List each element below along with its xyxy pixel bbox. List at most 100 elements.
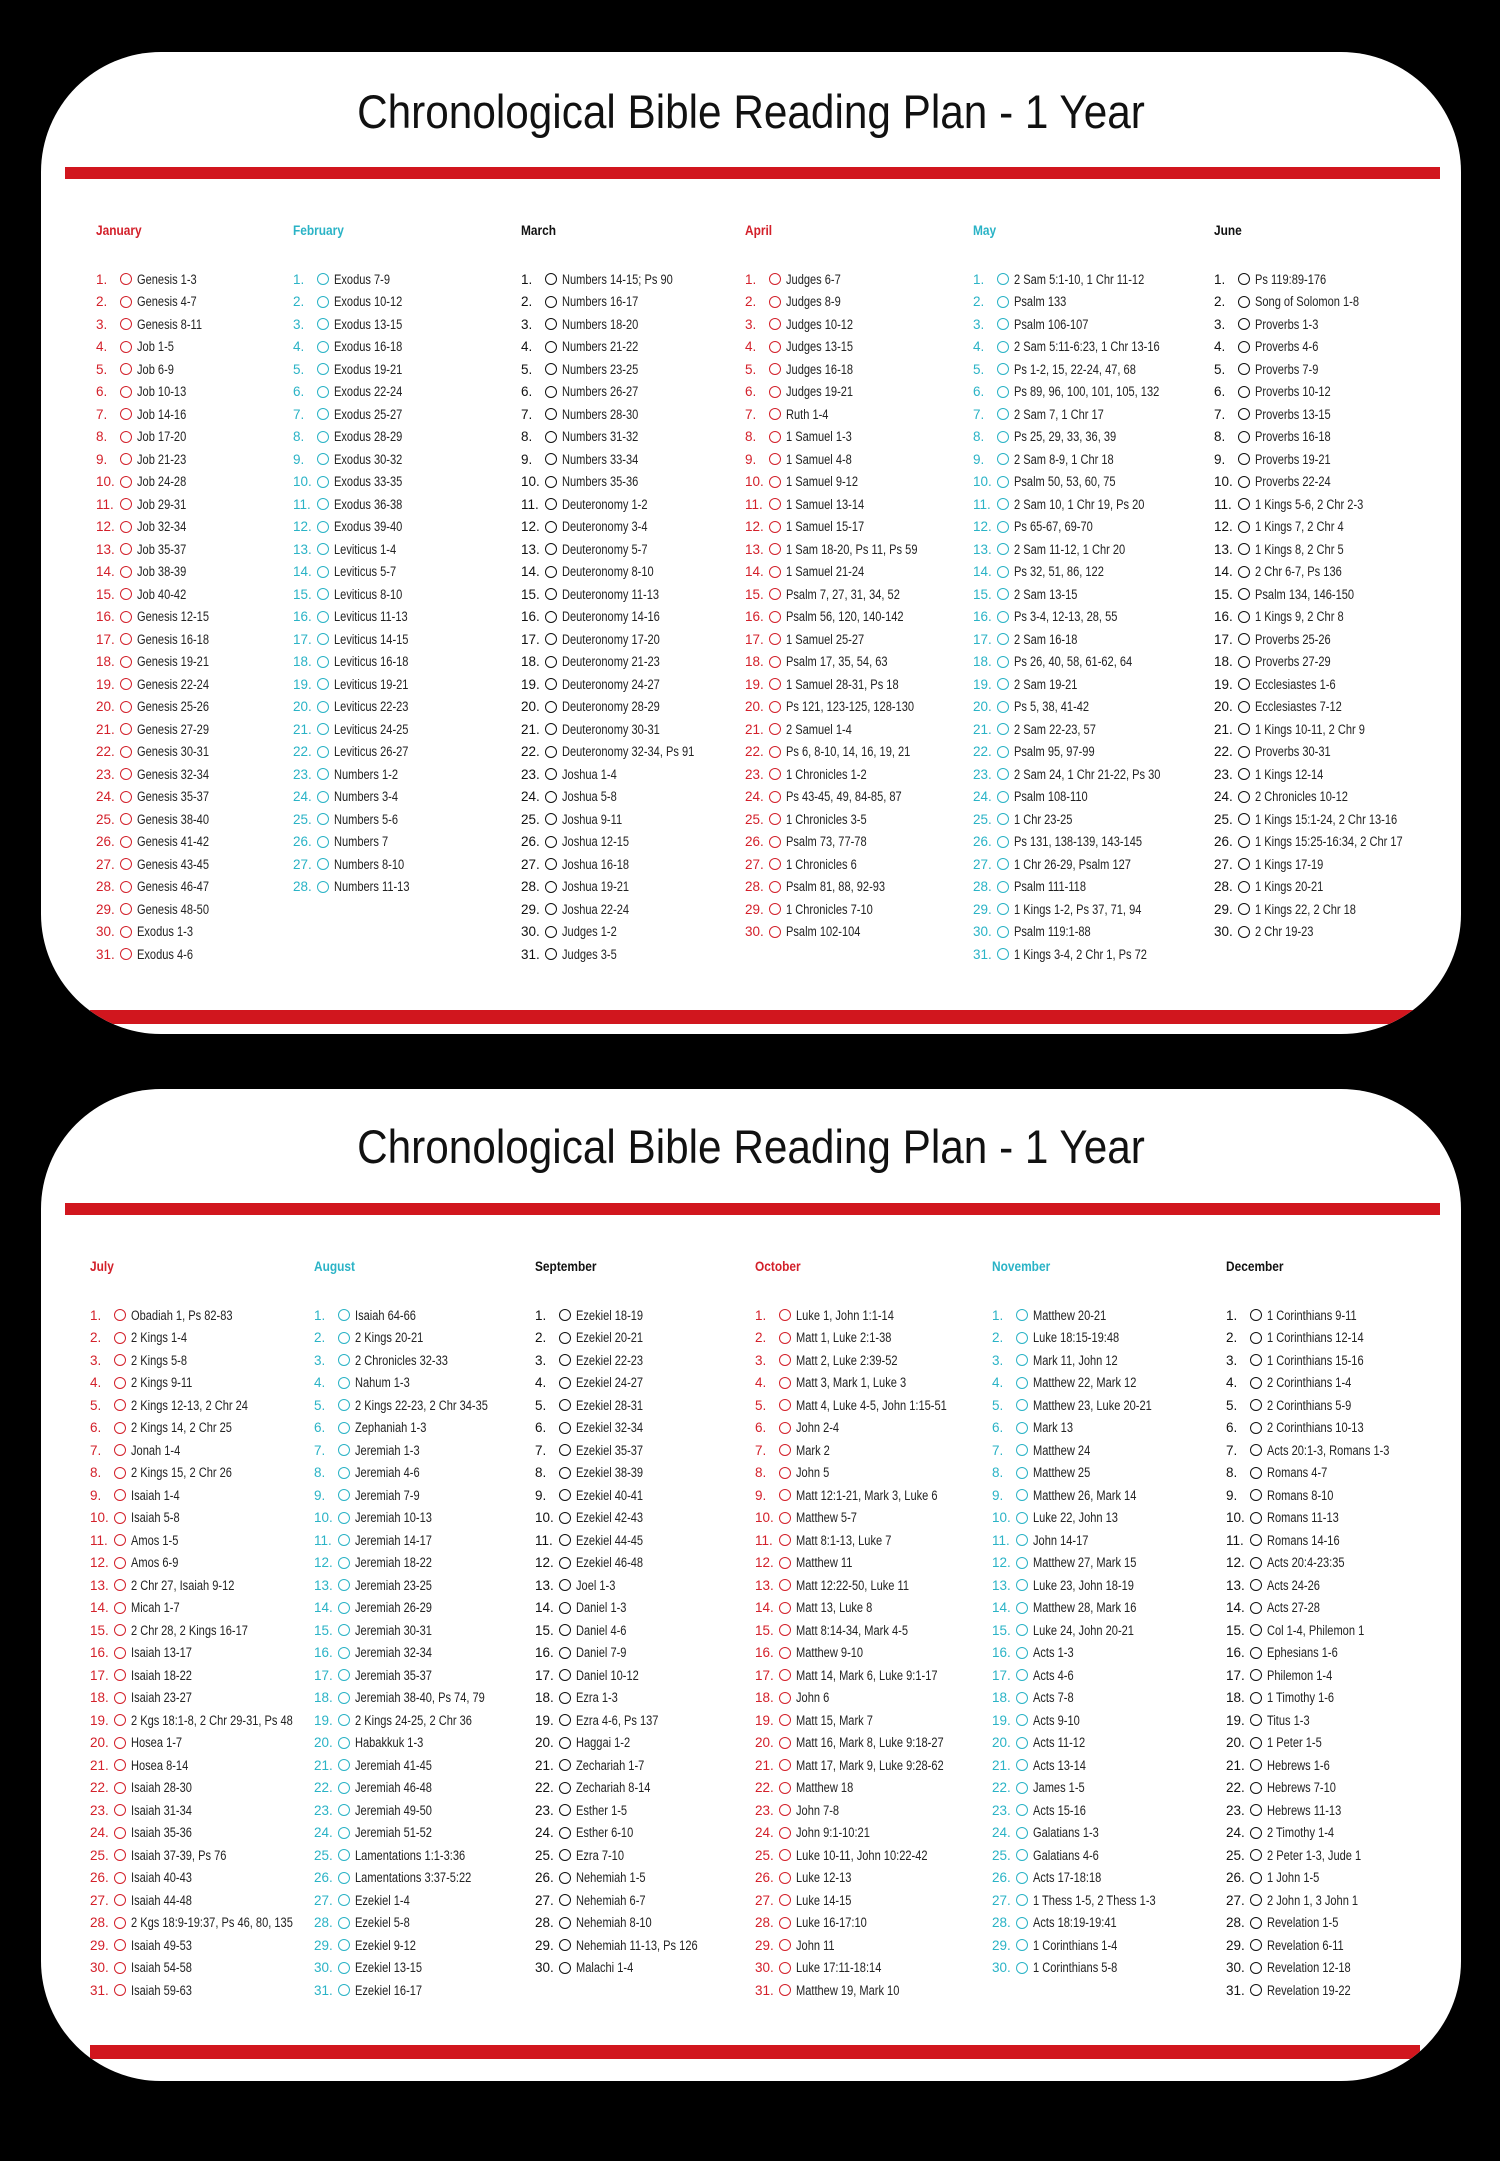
checkbox[interactable] (338, 1961, 350, 1974)
checkbox[interactable] (559, 1939, 571, 1952)
checkbox[interactable] (1238, 610, 1250, 623)
checkbox[interactable] (769, 565, 781, 578)
checkbox[interactable] (779, 1511, 791, 1524)
checkbox[interactable] (1016, 1826, 1028, 1839)
checkbox[interactable] (1016, 1489, 1028, 1502)
checkbox[interactable] (114, 1354, 126, 1367)
checkbox[interactable] (338, 1984, 350, 1997)
checkbox[interactable] (545, 745, 557, 758)
checkbox[interactable] (1250, 1826, 1262, 1839)
checkbox[interactable] (769, 475, 781, 488)
checkbox[interactable] (769, 588, 781, 601)
checkbox[interactable] (1016, 1399, 1028, 1412)
checkbox[interactable] (338, 1376, 350, 1389)
checkbox[interactable] (559, 1736, 571, 1749)
checkbox[interactable] (120, 588, 132, 601)
checkbox[interactable] (559, 1489, 571, 1502)
checkbox[interactable] (559, 1466, 571, 1479)
checkbox[interactable] (559, 1759, 571, 1772)
checkbox[interactable] (769, 880, 781, 893)
checkbox[interactable] (120, 858, 132, 871)
checkbox[interactable] (559, 1354, 571, 1367)
checkbox[interactable] (338, 1421, 350, 1434)
checkbox[interactable] (1016, 1759, 1028, 1772)
checkbox[interactable] (1016, 1309, 1028, 1322)
checkbox[interactable] (1016, 1376, 1028, 1389)
checkbox[interactable] (997, 363, 1009, 376)
checkbox[interactable] (338, 1871, 350, 1884)
checkbox[interactable] (1238, 498, 1250, 511)
checkbox[interactable] (317, 340, 329, 353)
checkbox[interactable] (1238, 295, 1250, 308)
checkbox[interactable] (779, 1354, 791, 1367)
checkbox[interactable] (120, 723, 132, 736)
checkbox[interactable] (1016, 1466, 1028, 1479)
checkbox[interactable] (114, 1421, 126, 1434)
checkbox[interactable] (559, 1309, 571, 1322)
checkbox[interactable] (1016, 1736, 1028, 1749)
checkbox[interactable] (317, 588, 329, 601)
checkbox[interactable] (120, 318, 132, 331)
checkbox[interactable] (997, 498, 1009, 511)
checkbox[interactable] (120, 700, 132, 713)
checkbox[interactable] (114, 1466, 126, 1479)
checkbox[interactable] (1250, 1624, 1262, 1637)
checkbox[interactable] (769, 610, 781, 623)
checkbox[interactable] (1250, 1421, 1262, 1434)
checkbox[interactable] (559, 1804, 571, 1817)
checkbox[interactable] (317, 430, 329, 443)
checkbox[interactable] (1238, 745, 1250, 758)
checkbox[interactable] (559, 1894, 571, 1907)
checkbox[interactable] (1250, 1579, 1262, 1592)
checkbox[interactable] (1250, 1489, 1262, 1502)
checkbox[interactable] (338, 1781, 350, 1794)
checkbox[interactable] (545, 543, 557, 556)
checkbox[interactable] (338, 1646, 350, 1659)
checkbox[interactable] (317, 610, 329, 623)
checkbox[interactable] (545, 768, 557, 781)
checkbox[interactable] (120, 948, 132, 961)
checkbox[interactable] (779, 1961, 791, 1974)
checkbox[interactable] (1238, 385, 1250, 398)
checkbox[interactable] (559, 1781, 571, 1794)
checkbox[interactable] (1238, 858, 1250, 871)
checkbox[interactable] (1250, 1646, 1262, 1659)
checkbox[interactable] (769, 835, 781, 848)
checkbox[interactable] (1016, 1961, 1028, 1974)
checkbox[interactable] (317, 363, 329, 376)
checkbox[interactable] (545, 633, 557, 646)
checkbox[interactable] (114, 1489, 126, 1502)
checkbox[interactable] (779, 1624, 791, 1637)
checkbox[interactable] (1250, 1309, 1262, 1322)
checkbox[interactable] (769, 745, 781, 758)
checkbox[interactable] (997, 430, 1009, 443)
checkbox[interactable] (545, 475, 557, 488)
checkbox[interactable] (114, 1669, 126, 1682)
checkbox[interactable] (769, 430, 781, 443)
checkbox[interactable] (1016, 1849, 1028, 1862)
checkbox[interactable] (1250, 1894, 1262, 1907)
checkbox[interactable] (114, 1916, 126, 1929)
checkbox[interactable] (338, 1916, 350, 1929)
checkbox[interactable] (1238, 318, 1250, 331)
checkbox[interactable] (545, 498, 557, 511)
checkbox[interactable] (1250, 1871, 1262, 1884)
checkbox[interactable] (779, 1736, 791, 1749)
checkbox[interactable] (769, 295, 781, 308)
checkbox[interactable] (114, 1939, 126, 1952)
checkbox[interactable] (1250, 1354, 1262, 1367)
checkbox[interactable] (997, 340, 1009, 353)
checkbox[interactable] (769, 340, 781, 353)
checkbox[interactable] (317, 453, 329, 466)
checkbox[interactable] (545, 340, 557, 353)
checkbox[interactable] (559, 1714, 571, 1727)
checkbox[interactable] (120, 880, 132, 893)
checkbox[interactable] (545, 318, 557, 331)
checkbox[interactable] (997, 790, 1009, 803)
checkbox[interactable] (545, 520, 557, 533)
checkbox[interactable] (779, 1691, 791, 1704)
checkbox[interactable] (1250, 1534, 1262, 1547)
checkbox[interactable] (1250, 1511, 1262, 1524)
checkbox[interactable] (1250, 1714, 1262, 1727)
checkbox[interactable] (545, 678, 557, 691)
